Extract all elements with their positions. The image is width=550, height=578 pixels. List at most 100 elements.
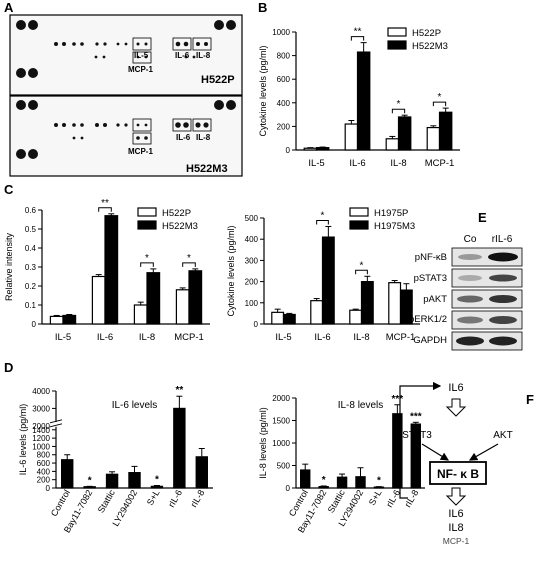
spot-label-mcp1-2: MCP-1 xyxy=(128,147,153,156)
bar-mcp-1-m3 xyxy=(188,270,203,325)
bar-il-5-parental xyxy=(303,147,318,151)
sig-marker: * xyxy=(155,475,159,486)
x-tick-label: S+L xyxy=(145,488,162,507)
legend-swatch xyxy=(387,27,407,37)
bar-il-8-m3 xyxy=(397,116,412,151)
sig-marker: * xyxy=(145,253,149,264)
panel-label-a: A xyxy=(4,0,14,15)
legend-label: H522P xyxy=(162,208,191,219)
y-tick-label: 400 xyxy=(37,467,51,476)
y-tick-label: 0.5 xyxy=(25,225,37,234)
axis-break-gap xyxy=(50,421,62,427)
sig-bracket xyxy=(182,262,196,267)
y-axis-label: IL-6 levels (pg/ml) xyxy=(18,404,28,476)
node-akt: AKT xyxy=(493,430,512,441)
x-tick-label: IL-8 xyxy=(353,332,369,343)
bar-mcp-1-parental xyxy=(175,289,190,325)
y-tick-label: 400 xyxy=(277,99,291,108)
panel-label-f: F xyxy=(526,392,534,407)
sig-bracket xyxy=(98,207,112,212)
y-tick-label: 1000 xyxy=(32,442,50,451)
bar-il-5-parental xyxy=(49,315,64,325)
spot-label-il6-2: IL-6 xyxy=(176,133,191,142)
bar-mcp-1-m3 xyxy=(438,111,453,151)
y-axis-label: IL-8 levels (pg/ml) xyxy=(258,407,268,479)
bar-ly294002 xyxy=(355,476,366,489)
bar-il-5-parental xyxy=(271,311,285,325)
x-tick-label: IL-8 xyxy=(139,332,155,343)
legend-label: H522M3 xyxy=(162,221,198,232)
node-nfkb: NF- κ B xyxy=(437,467,479,481)
bar-mcp-1-parental xyxy=(388,282,402,325)
legend-swatch xyxy=(387,40,407,50)
bar-s-l xyxy=(150,485,164,489)
bar-il-6-parental xyxy=(310,300,324,325)
x-tick-label: IL-6 xyxy=(349,158,365,169)
bar-ly294002 xyxy=(128,472,141,489)
western-blot: Co rIL-6 pNF-κB pSTAT3 pAKT pERK1/2 GAPD… xyxy=(409,234,523,351)
sig-bracket xyxy=(350,36,365,41)
bar-il-8-parental xyxy=(133,304,148,325)
y-axis-label: Cytokine levels (pg/ml) xyxy=(258,45,268,136)
sig-marker: * xyxy=(397,99,401,110)
y-tick-label: 200 xyxy=(37,476,51,485)
sig-marker: * xyxy=(322,475,326,486)
sig-bracket xyxy=(391,108,406,114)
panel-label-c: C xyxy=(4,182,14,197)
axis-break xyxy=(49,423,63,428)
legend-label: H522M3 xyxy=(412,41,448,52)
x-tick-label: Control xyxy=(49,488,72,518)
bar-control xyxy=(300,469,311,489)
blot-row-pnfkb: pNF-κB xyxy=(415,252,447,263)
y-tick-label: 1200 xyxy=(32,434,50,443)
sig-marker: ** xyxy=(101,198,109,209)
spot-label-il5: IL-5 xyxy=(134,51,149,60)
panel-label-b: B xyxy=(258,0,267,15)
bar-stattic xyxy=(336,476,348,489)
sig-marker: *** xyxy=(410,411,422,422)
y-tick-label: 500 xyxy=(277,462,291,471)
chart-title: IL-8 levels xyxy=(338,400,384,411)
blot-col-ril6: rIL-6 xyxy=(492,234,513,245)
y-tick-label: 0 xyxy=(286,484,291,493)
y-tick-label: 600 xyxy=(277,75,291,84)
y-axis-label: Relative intensity xyxy=(4,232,14,301)
blot-row-pstat3: pSTAT3 xyxy=(414,273,447,284)
legend-swatch xyxy=(349,207,369,217)
bar-il-6-parental xyxy=(344,123,359,151)
legend-swatch xyxy=(137,207,157,217)
y-tick-label: 0.1 xyxy=(25,301,37,310)
x-tick-label: IL-8 xyxy=(390,158,406,169)
blot-col-co: Co xyxy=(464,234,477,245)
dot-blot-array-2: IL-6 IL-8 MCP-1 H522M3 xyxy=(9,95,243,177)
y-tick-label: 0.3 xyxy=(25,263,37,272)
bar-ril-8 xyxy=(195,456,208,489)
bar-il-8-m3 xyxy=(360,281,374,325)
spot-label-il6: IL-6 xyxy=(175,51,190,60)
y-tick-label: 0.2 xyxy=(25,282,37,291)
x-tick-label: IL-6 xyxy=(314,332,330,343)
node-il6-out: IL6 xyxy=(448,508,463,520)
y-tick-label: 400 xyxy=(245,235,259,244)
sig-bracket xyxy=(432,101,447,107)
y-tick-label: 800 xyxy=(37,451,51,460)
y-tick-label: 200 xyxy=(245,278,259,287)
x-tick-label: IL-5 xyxy=(55,332,71,343)
legend-swatch xyxy=(349,220,369,230)
y-tick-label: 100 xyxy=(245,299,259,308)
x-tick-label: MCP-1 xyxy=(174,332,204,343)
y-tick-label: 800 xyxy=(277,52,291,61)
blot-row-gapdh: GAPDH xyxy=(413,335,447,346)
x-tick-label: rIL-8 xyxy=(189,488,207,509)
panel-label-d: D xyxy=(4,360,13,375)
spot-label-mcp1: MCP-1 xyxy=(128,65,153,74)
pathway-diagram: IL6 STAT3 AKT NF- κ B IL6 IL8 MCP-1 xyxy=(399,381,513,546)
y-tick-label: 0 xyxy=(254,320,259,329)
sig-marker: * xyxy=(88,475,92,486)
node-stat3: STAT3 xyxy=(402,430,432,441)
y-tick-label: 200 xyxy=(277,122,291,131)
bar-il-5-m3 xyxy=(282,313,296,325)
x-tick-label: Stattic xyxy=(96,488,117,515)
bar-il-6-parental xyxy=(91,275,106,325)
